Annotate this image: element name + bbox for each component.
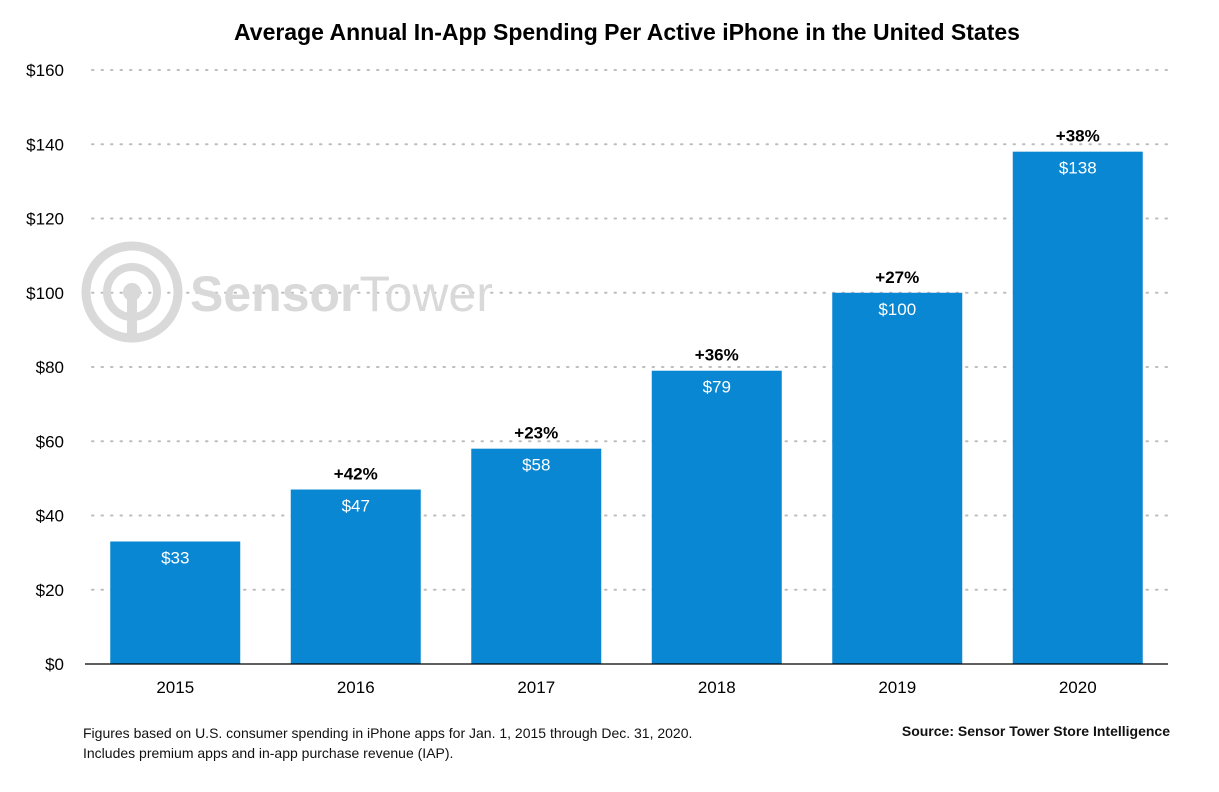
y-axis-ticks: $0 $20 $40 $60 $80 $100 $120 $140 $160: [26, 61, 64, 674]
y-tick-label: $120: [26, 210, 64, 229]
bar-2015: [110, 541, 241, 664]
value-label: $47: [342, 497, 370, 516]
y-tick-label: $20: [36, 581, 64, 600]
gridlines: [91, 69, 1169, 591]
x-tick-label: 2017: [517, 678, 555, 697]
footnote: Figures based on U.S. consumer spending …: [83, 723, 692, 763]
bar-2019: [832, 292, 963, 664]
bar-2018: [651, 370, 782, 664]
value-label: $33: [161, 548, 189, 567]
growth-label: +27%: [875, 268, 919, 287]
x-tick-label: 2018: [698, 678, 736, 697]
value-label: $138: [1059, 159, 1097, 178]
source-credit: Source: Sensor Tower Store Intelligence: [901, 723, 1170, 739]
value-label: $58: [522, 456, 550, 475]
bar-2016: [290, 489, 421, 664]
x-tick-label: 2019: [878, 678, 916, 697]
y-tick-label: $160: [26, 61, 64, 80]
x-tick-label: 2016: [337, 678, 375, 697]
y-tick-label: $80: [36, 358, 64, 377]
bar-2020: [1012, 151, 1143, 665]
y-tick-label: $140: [26, 135, 64, 154]
growth-label: +38%: [1056, 127, 1100, 146]
sensor-tower-logo-icon: [81, 241, 183, 343]
growth-label: +23%: [514, 424, 558, 443]
y-tick-label: $60: [36, 432, 64, 451]
value-label: $100: [878, 300, 916, 319]
growth-label: +42%: [334, 465, 378, 484]
bar-2017: [471, 448, 602, 664]
watermark: SensorTower: [81, 241, 493, 343]
value-label: $79: [703, 378, 731, 397]
chart-title: Average Annual In-App Spending Per Activ…: [234, 19, 1020, 45]
footnote-line-2: Includes premium apps and in-app purchas…: [83, 745, 454, 761]
watermark-text: SensorTower: [190, 266, 493, 322]
y-tick-label: $100: [26, 284, 64, 303]
growth-label: +36%: [695, 346, 739, 365]
x-tick-label: 2015: [156, 678, 194, 697]
bars: $33 $47 +42% $58 +23% $79 +36% $100 +27% $138 +38%: [110, 127, 1143, 665]
x-axis-ticks: 2015 2016 2017 2018 2019 2020: [156, 678, 1096, 697]
y-tick-label: $40: [36, 507, 64, 526]
footnote-line-1: Figures based on U.S. consumer spending …: [83, 725, 693, 741]
x-tick-label: 2020: [1059, 678, 1097, 697]
y-tick-label: $0: [45, 655, 64, 674]
